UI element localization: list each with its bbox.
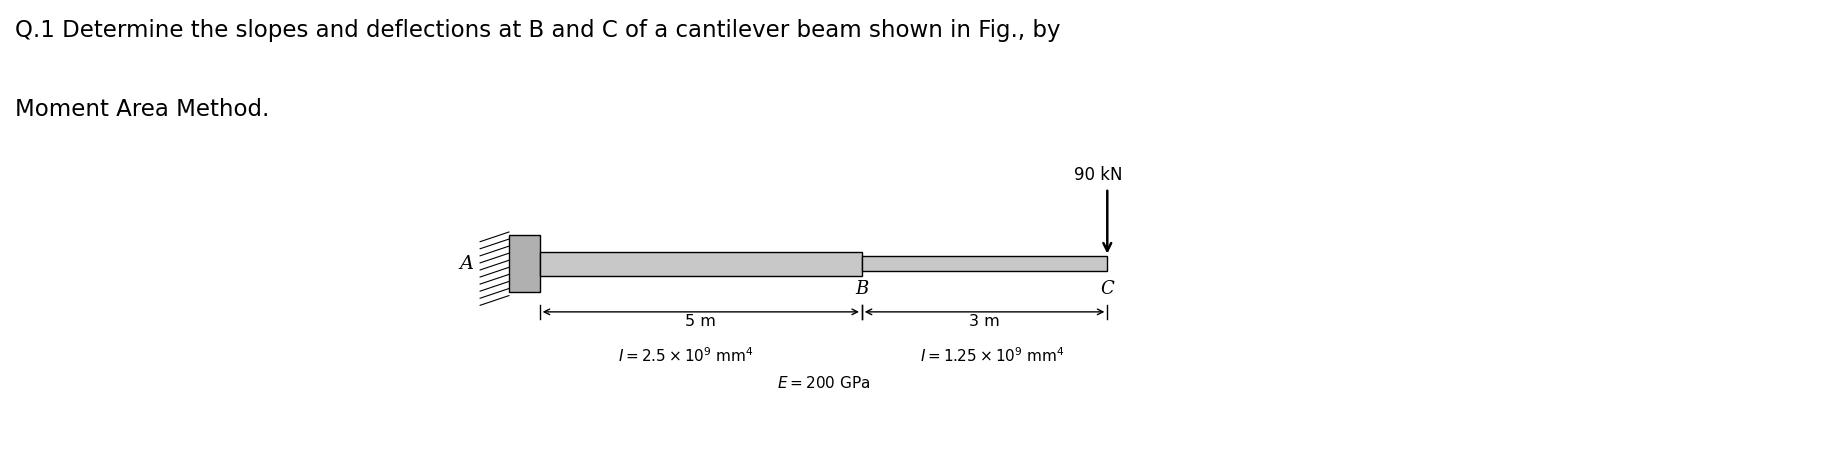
Text: 3 m: 3 m [970, 314, 1001, 329]
Text: $E = 200\ \mathrm{GPa}$: $E = 200\ \mathrm{GPa}$ [776, 376, 871, 391]
Text: $I = 2.5 \times 10^{9}\ \mathrm{mm}^{4}$: $I = 2.5 \times 10^{9}\ \mathrm{mm}^{4}$ [617, 346, 754, 365]
Bar [509, 235, 540, 292]
Text: 90 kN: 90 kN [1074, 166, 1123, 184]
Text: $I = 1.25 \times 10^{9}\ \mathrm{mm}^{4}$: $I = 1.25 \times 10^{9}\ \mathrm{mm}^{4}… [920, 346, 1065, 365]
Text: B: B [855, 280, 869, 298]
Text: Moment Area Method.: Moment Area Method. [15, 97, 268, 121]
Bar [862, 256, 1107, 271]
Text: A: A [460, 255, 475, 273]
Text: C: C [1101, 280, 1114, 298]
Bar [540, 252, 862, 276]
Text: 5 m: 5 m [685, 314, 716, 329]
Text: Q.1 Determine the slopes and deflections at B and C of a cantilever beam shown i: Q.1 Determine the slopes and deflections… [15, 19, 1061, 42]
